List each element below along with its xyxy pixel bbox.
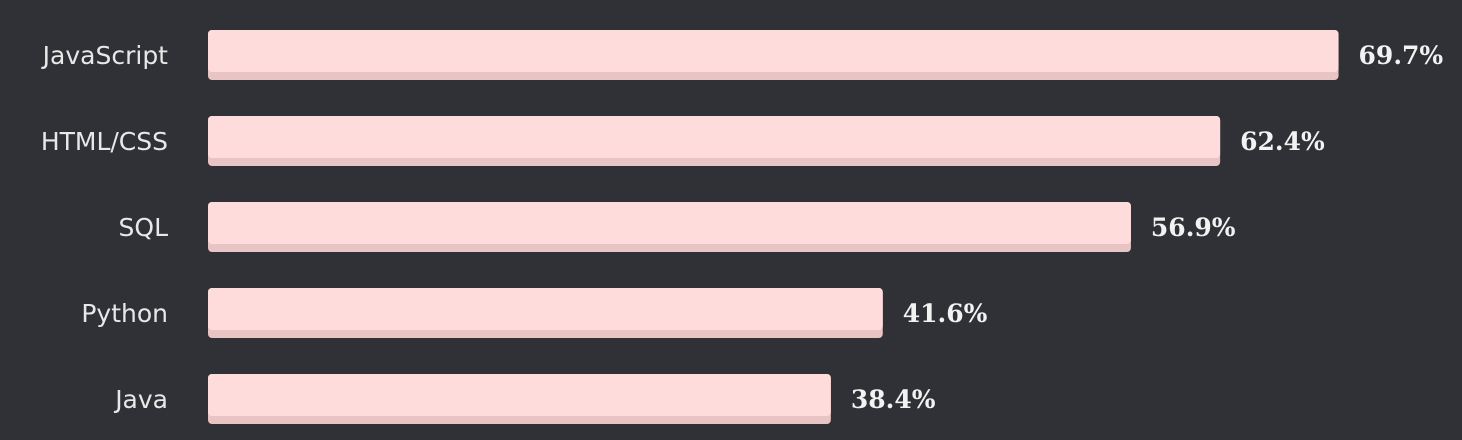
category-label: Java (113, 385, 168, 414)
category-label: SQL (119, 213, 169, 242)
category-label: Python (81, 299, 168, 328)
bar (208, 116, 1221, 158)
value-label: 56.9% (1151, 213, 1236, 242)
bar (208, 202, 1131, 244)
bar-row: SQL 56.9% (119, 202, 1236, 252)
bar-row: Python 41.6% (81, 288, 988, 338)
value-label: 38.4% (851, 385, 936, 414)
value-label: 41.6% (903, 299, 988, 328)
bar (208, 288, 883, 330)
bar-row: JavaScript 69.7% (41, 30, 1444, 80)
bar-row: HTML/CSS 62.4% (41, 116, 1325, 166)
category-label: HTML/CSS (41, 127, 168, 156)
bar (208, 30, 1339, 72)
bar-row: Java 38.4% (113, 374, 936, 424)
category-label: JavaScript (41, 41, 169, 70)
value-label: 69.7% (1359, 41, 1444, 70)
value-label: 62.4% (1240, 127, 1325, 156)
bars-group: JavaScript 69.7% HTML/CSS 62.4% SQL 56.9% Pyth… (41, 30, 1444, 424)
bar (208, 374, 831, 416)
